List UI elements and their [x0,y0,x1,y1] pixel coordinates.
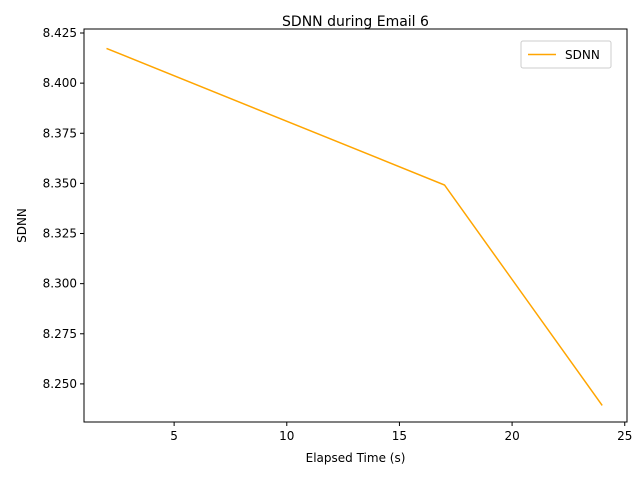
legend: SDNN [520,40,612,69]
x-axis-label: Elapsed Time (s) [306,451,406,465]
y-tick-label: 8.350 [43,176,77,190]
x-tick-label: 5 [170,429,178,443]
y-tick-label: 8.300 [43,277,77,291]
plot-frame [83,28,628,423]
plot-background [84,29,627,422]
y-tick-label: 8.325 [43,227,77,241]
y-tick-label: 8.250 [43,377,77,391]
y-axis-label: SDNN [15,208,29,243]
y-tick-label: 8.375 [43,126,77,140]
y-tick-label: 8.400 [43,76,77,90]
series-line-sdnn [106,47,603,406]
y-axis: 8.250 8.275 8.300 8.325 8.350 8.375 8.400 8.425 [43,26,84,391]
legend-label: SDNN [565,48,600,62]
x-axis: 5 10 15 20 25 [170,422,632,443]
x-tick-label: 20 [504,429,519,443]
x-tick-label: 15 [392,429,407,443]
x-tick-label: 25 [617,429,632,443]
series-layer [106,47,603,406]
y-tick-label: 8.275 [43,327,77,341]
x-tick-label: 10 [279,429,294,443]
chart-title: SDNN during Email 6 [282,14,429,30]
legend-box [520,40,612,69]
y-tick-label: 8.425 [43,26,77,40]
